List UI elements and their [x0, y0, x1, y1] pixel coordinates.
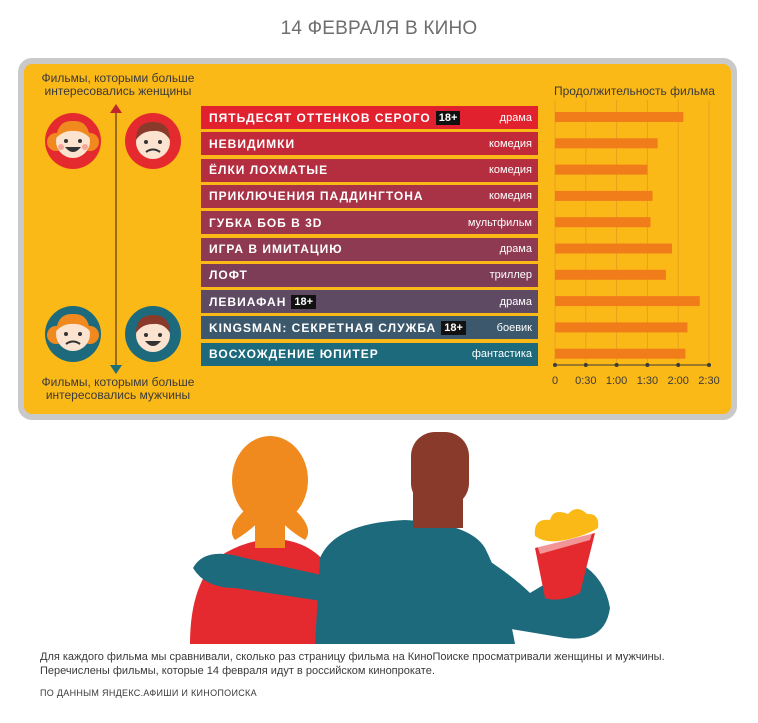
duration-bar — [555, 217, 651, 228]
film-title: ВОСХОЖДЕНИЕ ЮПИТЕР — [209, 347, 379, 362]
tick-label: 1:30 — [637, 375, 658, 387]
popcorn — [534, 509, 599, 542]
film-title: НЕВИДИМКИ — [209, 136, 296, 151]
film-title: ЛОФТ — [209, 268, 248, 283]
film-row: НЕВИДИМКИ комедия — [201, 132, 538, 156]
film-row: ИГРА В ИМИТАЦИЮ драма — [201, 237, 538, 261]
film-genre: боевик — [496, 321, 532, 334]
happy-man-icon — [125, 306, 181, 362]
film-row: ЛЕВИАФАН 18+ драма — [201, 290, 538, 314]
age-rating-badge: 18+ — [435, 110, 461, 125]
sad-woman-icon — [45, 306, 101, 362]
tick-label: 2:30 — [698, 375, 719, 387]
arrow-up-icon — [110, 104, 122, 113]
film-genre: комедия — [488, 137, 532, 150]
page-title: 14 ФЕВРАЛЯ В КИНО — [280, 18, 478, 39]
film-title: ГУБКА БОБ В 3D — [209, 215, 323, 230]
film-genre: драма — [499, 295, 532, 308]
film-genre: триллер — [489, 269, 532, 282]
film-title: ЛЕВИАФАН — [209, 294, 287, 309]
duration-bar — [555, 164, 648, 175]
duration-bar — [555, 112, 684, 122]
top-caption: Фильмы, которыми больше интересовались ж… — [41, 71, 195, 98]
film-genre: комедия — [488, 164, 532, 177]
film-title: ИГРА В ИМИТАЦИЮ — [209, 242, 343, 256]
duration-bar — [555, 190, 653, 201]
chart-title: Продолжительность фильма — [554, 84, 715, 98]
film-row: ЁЛКИ ЛОХМАТЫЕ комедия — [201, 158, 538, 182]
duration-bar — [555, 138, 658, 149]
tick-label: 0 — [552, 375, 558, 387]
duration-chart: 0 0:30 1:00 1:30 2:00 2:30 — [552, 100, 720, 387]
age-rating-badge: 18+ — [291, 294, 317, 309]
film-title: KINGSMAN: СЕКРЕТНАЯ СЛУЖБА — [209, 320, 437, 335]
film-genre: фантастика — [471, 348, 532, 361]
happy-woman-icon — [45, 113, 101, 169]
couple-illustration — [190, 432, 610, 644]
film-genre: мультфильм — [467, 216, 532, 229]
film-row: ГУБКА БОБ В 3D мультфильм — [201, 211, 538, 235]
film-title: ПЯТЬДЕСЯТ ОТТЕНКОВ СЕРОГО — [209, 110, 431, 125]
duration-bar — [555, 348, 686, 359]
man-body — [315, 520, 515, 644]
man-hair — [411, 432, 469, 507]
film-title: ПРИКЛЮЧЕНИЯ ПАДДИНГТОНА — [209, 189, 424, 204]
sad-man-icon — [125, 113, 181, 169]
arrow-down-icon — [110, 365, 122, 374]
source-note: ПО ДАННЫМ ЯНДЕКС.АФИШИ И КИНОПОИСКА — [40, 688, 257, 698]
film-row: ВОСХОЖДЕНИЕ ЮПИТЕР фантастика — [201, 342, 538, 366]
tick-label: 1:00 — [606, 375, 627, 387]
footnote: Для каждого фильма мы сравнивали, скольк… — [40, 651, 665, 677]
duration-bar — [555, 269, 666, 280]
tick-label: 0:30 — [575, 375, 596, 387]
film-row: ПЯТЬДЕСЯТ ОТТЕНКОВ СЕРОГО 18+ драма — [201, 106, 538, 129]
film-genre: комедия — [488, 190, 532, 203]
duration-bar — [555, 322, 688, 333]
film-title: ЁЛКИ ЛОХМАТЫЕ — [209, 163, 329, 178]
film-row: ЛОФТ триллер — [201, 263, 538, 287]
age-rating-badge: 18+ — [441, 320, 466, 335]
film-row: KINGSMAN: СЕКРЕТНАЯ СЛУЖБА 18+ боевик — [201, 316, 538, 340]
woman-hair — [232, 436, 308, 524]
bottom-caption: Фильмы, которыми больше интересовались м… — [41, 375, 195, 402]
tick-label: 2:00 — [667, 375, 688, 387]
film-row: ПРИКЛЮЧЕНИЯ ПАДДИНГТОНА комедия — [201, 184, 538, 208]
interest-scale-line — [115, 108, 117, 372]
duration-bar — [555, 243, 673, 254]
film-genre: драма — [499, 111, 532, 124]
duration-bar — [555, 296, 700, 307]
film-genre: драма — [499, 243, 532, 255]
